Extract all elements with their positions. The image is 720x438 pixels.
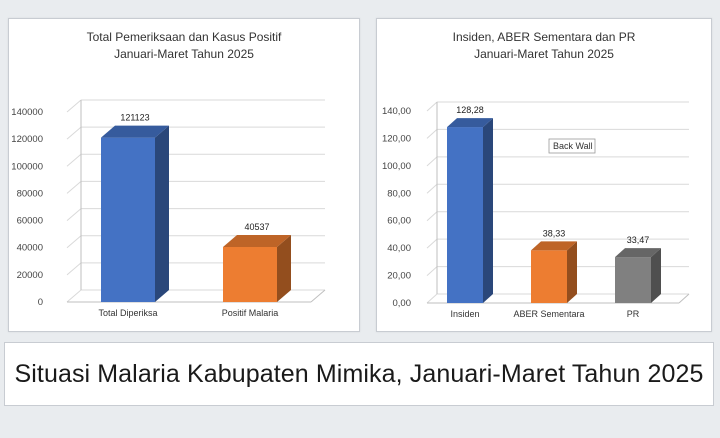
page-caption: Situasi Malaria Kabupaten Mimika, Januar… xyxy=(14,359,704,388)
tooltip-text: Back Wall xyxy=(553,141,593,151)
y-tick-label: 80,00 xyxy=(387,188,411,199)
y-tick-label: 100000 xyxy=(11,161,43,172)
gridline-side xyxy=(426,101,438,112)
bar-top-2 xyxy=(531,241,577,251)
gridline-side xyxy=(66,181,82,194)
chart-insiden-aber-pr: Insiden, ABER Sementara dan PR Januari-Ma… xyxy=(382,30,690,319)
bar-side-1 xyxy=(155,125,169,303)
chart-panel-insiden[interactable]: Insiden, ABER Sementara dan PR Januari-Ma… xyxy=(376,18,712,332)
x-tick-label: ABER Sementara xyxy=(513,309,584,319)
x-tick-label: PR xyxy=(627,309,640,319)
bar-side-1 xyxy=(483,118,493,303)
data-label: 40537 xyxy=(244,222,269,232)
bar-top-3 xyxy=(615,248,661,258)
y-tick-label: 120000 xyxy=(11,134,43,145)
gridline-side xyxy=(66,99,82,113)
bar-1 xyxy=(447,127,483,303)
bar-top-2 xyxy=(223,234,291,247)
y-tick-label: 40000 xyxy=(17,243,43,254)
gridline-side xyxy=(66,208,82,221)
data-label: 33,47 xyxy=(627,235,650,245)
data-label: 128,28 xyxy=(456,105,484,115)
x-tick-label: Total Diperiksa xyxy=(98,308,157,318)
bar-side-2 xyxy=(567,241,577,303)
bar-3 xyxy=(615,257,651,303)
gridline-side xyxy=(426,183,438,194)
chart-title: Insiden, ABER Sementara dan PR xyxy=(453,30,636,44)
gridline-side xyxy=(66,262,82,276)
gridline-side xyxy=(426,293,438,304)
gridline-side xyxy=(66,153,82,167)
y-tick-label: 120,00 xyxy=(382,133,411,144)
y-tick-label: 140,00 xyxy=(382,106,411,117)
gridline-side xyxy=(426,156,438,167)
bar-2 xyxy=(223,246,277,302)
y-tick-label: 60,00 xyxy=(387,216,411,227)
back-wall-tooltip: Back Wall xyxy=(548,138,596,154)
chart-subtitle: Januari-Maret Tahun 2025 xyxy=(114,47,254,61)
gridline-side xyxy=(66,235,82,249)
chart-subtitle: Januari-Maret Tahun 2025 xyxy=(474,47,614,61)
y-tick-label: 140000 xyxy=(11,107,43,118)
x-tick-label: Positif Malaria xyxy=(222,308,279,318)
data-label: 121123 xyxy=(120,113,149,123)
y-tick-label: 80000 xyxy=(17,188,43,199)
bar-side-3 xyxy=(651,248,661,303)
gridline-side xyxy=(66,289,82,303)
bar-side-2 xyxy=(277,234,291,302)
gridline-side xyxy=(426,266,438,276)
y-tick-label: 0,00 xyxy=(393,298,412,309)
y-tick-label: 100,00 xyxy=(382,161,411,172)
bar-top-1 xyxy=(447,118,493,128)
bar-2 xyxy=(531,250,567,303)
gridline-side xyxy=(66,126,82,140)
data-label: 38,33 xyxy=(543,228,566,238)
floor-right-edge xyxy=(310,289,326,303)
gridline-side xyxy=(426,211,438,222)
y-tick-label: 60000 xyxy=(17,216,43,227)
gridline-side xyxy=(426,238,438,249)
caption-box: Situasi Malaria Kabupaten Mimika, Januar… xyxy=(4,342,714,406)
y-tick-label: 40,00 xyxy=(387,243,411,254)
chart-total-pemeriksaan: Total Pemeriksaan dan Kasus Positif Janua… xyxy=(11,30,326,318)
bar-1 xyxy=(101,137,155,302)
x-tick-label: Insiden xyxy=(450,309,479,319)
y-tick-label: 20,00 xyxy=(387,271,411,282)
bar-top-1 xyxy=(101,125,169,138)
gridline-side xyxy=(426,129,438,139)
tooltip-box xyxy=(548,138,596,154)
chart-title: Total Pemeriksaan dan Kasus Positif xyxy=(87,30,282,44)
floor-right-edge xyxy=(678,293,690,304)
chart-panel-total-pemeriksaan[interactable]: Total Pemeriksaan dan Kasus Positif Janua… xyxy=(8,18,360,332)
y-tick-label: 0 xyxy=(38,297,43,308)
y-tick-label: 20000 xyxy=(17,270,43,281)
